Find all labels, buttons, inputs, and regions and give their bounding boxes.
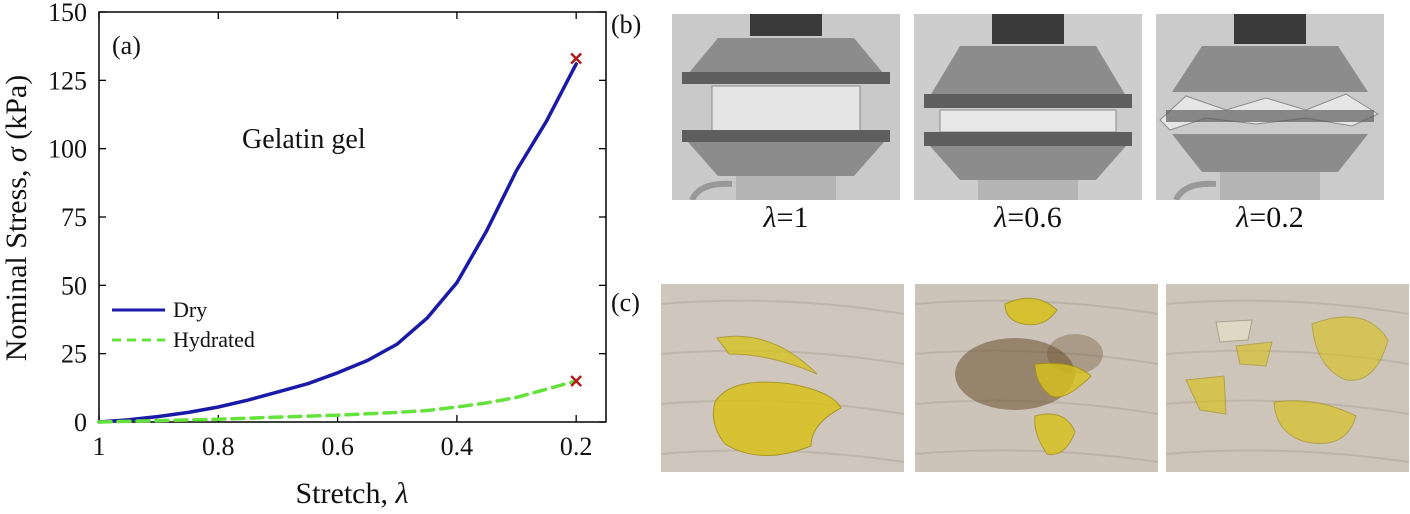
y-tick-label: 0: [74, 408, 87, 437]
legend-dry-label: Dry: [173, 297, 207, 322]
failure-marker-hydrated: [570, 375, 583, 387]
plot-area: [98, 11, 607, 423]
series-line-hydrated: [97, 379, 578, 424]
chart-panel-label: (a): [112, 31, 141, 60]
y-tick-label: 150: [48, 0, 87, 27]
y-tick-label: 100: [48, 135, 87, 164]
photo-fragments-3: [1166, 284, 1409, 472]
panel-b-label: (b): [611, 10, 642, 39]
caption-stretch-0-6: λ=0.6: [994, 201, 1062, 234]
photo-compression-stretch-1: [672, 14, 900, 200]
chart-annotation: Gelatin gel: [242, 124, 366, 155]
legend: Dry Hydrated: [112, 297, 255, 352]
legend-hydrated-label: Hydrated: [173, 327, 255, 352]
x-tick-label: 1: [93, 432, 106, 461]
photo-compression-stretch-0-2: [1156, 14, 1384, 200]
photo-fragments-2: [915, 284, 1158, 472]
y-tick-label: 25: [61, 340, 87, 369]
caption-stretch-1: λ=1: [763, 201, 809, 234]
series-line-dry: [97, 62, 578, 424]
x-tick-label: 0.6: [321, 432, 354, 461]
panel-c-label: (c): [611, 288, 640, 317]
x-tick-label: 0.8: [202, 432, 235, 461]
stress-stretch-chart: 1 0.8 0.6 0.4 0.2 0 25 50 75 100 125 150 (a) Gelati…: [0, 0, 607, 510]
y-tick-label: 75: [61, 203, 87, 232]
x-axis-label: Stretch, λ: [296, 477, 409, 510]
photo-fragments-1: [661, 284, 904, 472]
y-tick-label: 125: [48, 66, 87, 95]
x-tick-label: 0.2: [560, 432, 593, 461]
caption-stretch-0-2: λ=0.2: [1236, 201, 1304, 234]
photo-compression-stretch-0-6: [914, 14, 1142, 200]
failure-marker-dry: [570, 52, 583, 65]
x-tick-label: 0.4: [441, 432, 474, 461]
y-axis-label: Nominal Stress, σ (kPa): [0, 75, 33, 361]
y-tick-label: 50: [61, 271, 87, 300]
